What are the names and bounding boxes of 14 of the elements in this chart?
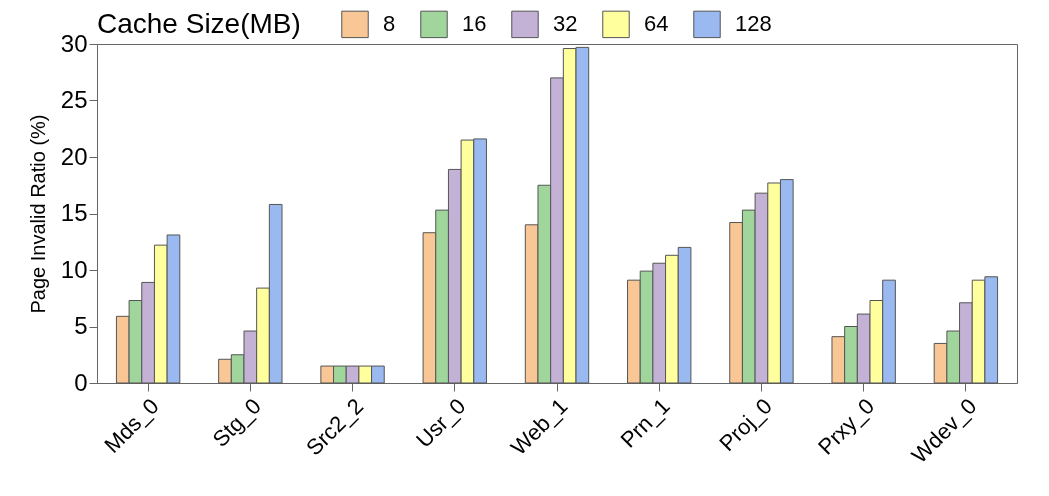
y-tick-label: 5 xyxy=(74,312,88,339)
y-tick-label: 10 xyxy=(60,255,88,283)
y-axis-title: Page Invalid Ratio (%) xyxy=(26,114,49,314)
legend-title: Cache Size(MB) xyxy=(97,8,301,39)
legend-label: 32 xyxy=(553,11,578,37)
y-tick-label: 20 xyxy=(60,142,88,170)
y-tick-label: 0 xyxy=(74,368,88,396)
legend-label: 128 xyxy=(735,11,772,37)
legend-label: 16 xyxy=(462,11,487,37)
y-tick-label: 30 xyxy=(60,29,88,57)
legend-label: 64 xyxy=(644,11,669,37)
y-tick-label: 15 xyxy=(60,199,88,226)
y-tick-label: 25 xyxy=(60,86,88,113)
legend-label: 8 xyxy=(383,11,396,37)
